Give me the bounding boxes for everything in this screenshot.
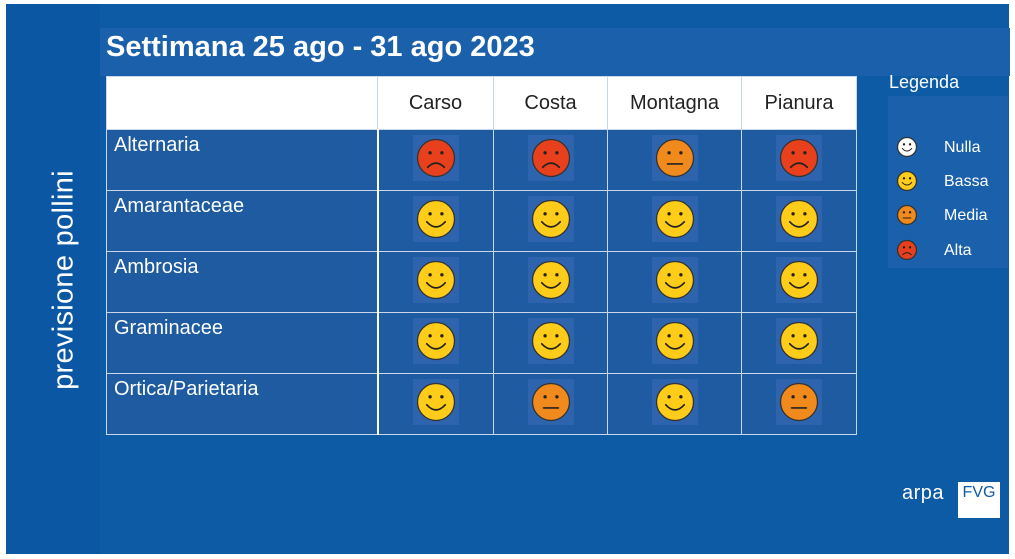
legend-label: Alta (944, 242, 972, 259)
yellow-smiley-icon (651, 317, 698, 364)
column-header: Costa (493, 76, 608, 130)
orange-neutral-face-icon (651, 134, 698, 181)
header-corner (106, 76, 378, 130)
pollen-name: Ortica/Parietaria (106, 373, 379, 435)
pollen-name: Ambrosia (106, 251, 379, 313)
yellow-smiley-icon (651, 256, 698, 303)
side-title: previsione pollini (47, 170, 80, 390)
legend-title: Legenda (889, 72, 960, 92)
pollen-name: Graminacee (106, 312, 379, 374)
yellow-smiley-icon (776, 317, 822, 364)
column-header: Pianura (741, 76, 857, 130)
table-row: Ortica/Parietaria (106, 373, 857, 435)
pollen-name: Alternaria (106, 129, 379, 191)
logo-badge: FVG (958, 482, 1000, 518)
yellow-smiley-icon (527, 256, 574, 303)
table-header-row: Carso Costa Montagna Pianura (106, 76, 857, 130)
red-frown-face-icon (412, 134, 459, 181)
yellow-smiley-icon (527, 317, 574, 364)
yellow-smiley-icon (412, 378, 459, 425)
yellow-smiley-icon (651, 195, 698, 242)
pollen-name: Amarantaceae (106, 190, 379, 252)
orange-neutral-face-icon (527, 378, 574, 425)
column-header: Carso (377, 76, 494, 130)
table-row: Graminacee (106, 312, 857, 374)
table-row: Amarantaceae (106, 190, 857, 252)
yellow-smiley-icon (412, 256, 459, 303)
title-band (100, 28, 1010, 76)
pollen-forecast-table: Carso Costa Montagna Pianura Alternaria … (106, 76, 857, 435)
table-row: Ambrosia (106, 251, 857, 313)
yellow-smiley-icon (527, 195, 574, 242)
sidebar-panel (6, 4, 100, 554)
page-title: Settimana 25 ago - 31 ago 2023 (106, 31, 535, 63)
legend-label: Media (944, 207, 988, 224)
yellow-smiley-icon (776, 256, 822, 303)
logo-text: arpa (902, 482, 945, 504)
yellow-smiley-icon (412, 317, 459, 364)
yellow-smiley-icon (776, 195, 822, 242)
yellow-smiley-icon (412, 195, 459, 242)
red-frown-face-icon (527, 134, 574, 181)
legend-label: Bassa (944, 173, 989, 190)
orange-neutral-face-icon (776, 378, 822, 425)
legend-label: Nulla (944, 139, 981, 156)
red-frown-face-icon (776, 134, 822, 181)
column-header: Montagna (607, 76, 742, 130)
yellow-smiley-icon (651, 378, 698, 425)
table-row: Alternaria (106, 129, 857, 191)
